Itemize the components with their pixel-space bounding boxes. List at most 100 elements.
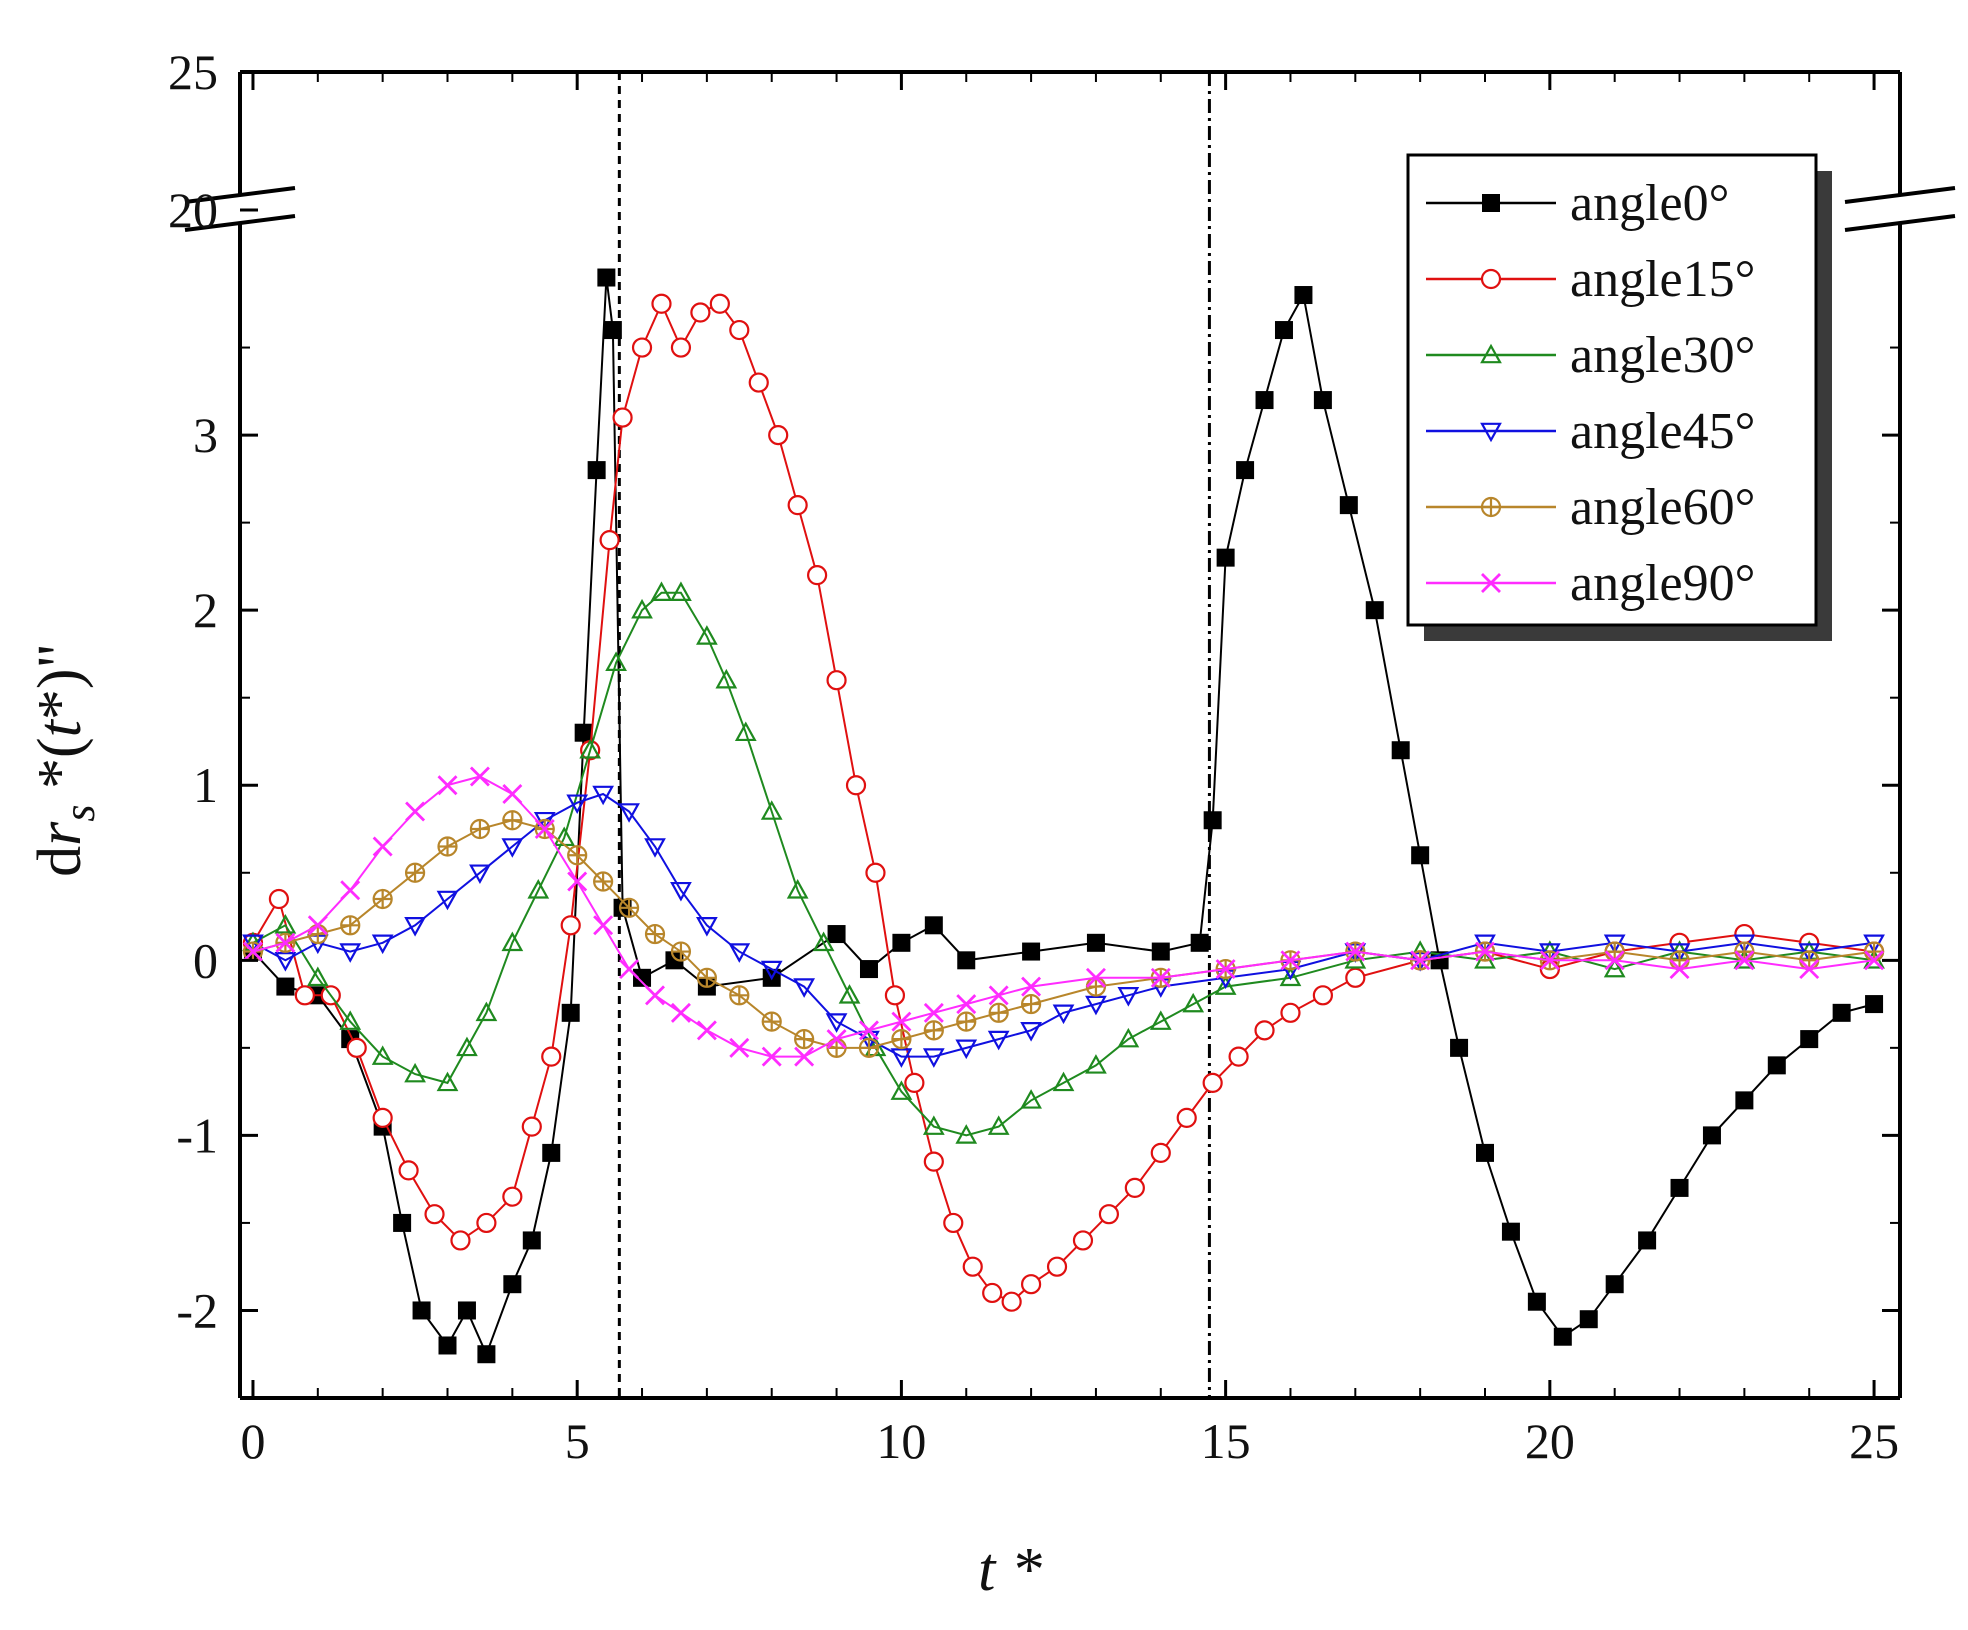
data-point bbox=[574, 723, 593, 742]
series-layer bbox=[242, 268, 1885, 1364]
data-point bbox=[599, 530, 620, 551]
data-point bbox=[838, 984, 861, 1004]
data-point bbox=[922, 1115, 945, 1135]
data-point bbox=[437, 836, 458, 857]
x-tick-label: 10 bbox=[876, 1413, 926, 1469]
data-point bbox=[962, 1256, 983, 1277]
data-point bbox=[690, 302, 711, 323]
data-point bbox=[955, 1039, 978, 1060]
data-point bbox=[631, 598, 653, 619]
data-point bbox=[1001, 1291, 1022, 1312]
data-point bbox=[904, 1072, 925, 1093]
data-point bbox=[1052, 1071, 1075, 1092]
legend-item: angle45° bbox=[1426, 403, 1755, 460]
data-point bbox=[955, 1124, 978, 1144]
data-point bbox=[1086, 933, 1105, 952]
legend-box bbox=[1406, 153, 1818, 627]
data-point bbox=[922, 1048, 945, 1068]
data-point bbox=[891, 1011, 912, 1032]
data-point bbox=[522, 1231, 541, 1250]
data-point bbox=[644, 838, 666, 858]
data-point bbox=[884, 985, 906, 1006]
data-point bbox=[339, 1010, 362, 1030]
data-point bbox=[826, 1029, 847, 1050]
data-point bbox=[476, 1212, 497, 1234]
reference-lines bbox=[617, 72, 1211, 1398]
data-point bbox=[1313, 391, 1332, 410]
data-point bbox=[715, 668, 738, 689]
data-point bbox=[1800, 1030, 1819, 1049]
data-point bbox=[670, 881, 692, 902]
data-point bbox=[372, 1107, 393, 1128]
data-point bbox=[1365, 601, 1384, 620]
data-point bbox=[987, 1030, 1010, 1051]
data-point bbox=[794, 1028, 815, 1050]
data-point bbox=[645, 985, 665, 1006]
data-point bbox=[1020, 1022, 1042, 1042]
data-point bbox=[1603, 957, 1626, 978]
data-point bbox=[398, 1160, 419, 1181]
data-point bbox=[957, 951, 976, 970]
data-point bbox=[650, 581, 673, 601]
data-point bbox=[457, 1301, 476, 1320]
y-tick-label: -2 bbox=[176, 1282, 218, 1338]
data-point bbox=[1124, 1177, 1145, 1199]
data-point bbox=[1527, 1292, 1546, 1311]
data-point bbox=[502, 1186, 523, 1207]
data-point bbox=[845, 775, 867, 796]
series-angle90° bbox=[242, 766, 1885, 1067]
data-point bbox=[1734, 950, 1755, 971]
axis-break-mark bbox=[184, 186, 296, 204]
data-point bbox=[760, 800, 783, 820]
data-point bbox=[786, 879, 809, 899]
data-point bbox=[631, 337, 653, 358]
x-tick-label: 20 bbox=[1525, 1413, 1575, 1469]
data-point bbox=[734, 721, 757, 742]
data-point bbox=[1669, 950, 1690, 971]
data-point bbox=[760, 960, 783, 981]
data-point bbox=[1294, 286, 1313, 305]
data-point bbox=[405, 801, 426, 822]
data-point bbox=[923, 1020, 944, 1041]
data-point bbox=[542, 1143, 561, 1162]
data-point bbox=[605, 651, 627, 671]
data-point bbox=[618, 803, 640, 823]
data-point bbox=[1149, 1010, 1172, 1030]
legend-label: angle30° bbox=[1570, 327, 1755, 384]
data-point bbox=[306, 966, 329, 987]
data-point bbox=[956, 1011, 977, 1032]
data-point bbox=[1669, 959, 1690, 980]
data-point bbox=[943, 1212, 964, 1234]
data-point bbox=[1274, 321, 1293, 340]
series-line bbox=[252, 301, 1875, 1303]
data-point bbox=[651, 293, 672, 314]
data-point bbox=[404, 862, 426, 883]
data-point bbox=[561, 1003, 580, 1022]
data-point bbox=[1638, 1231, 1657, 1250]
data-point bbox=[346, 1037, 367, 1058]
data-point bbox=[527, 879, 550, 899]
legend-item: angle90° bbox=[1426, 555, 1755, 612]
data-point bbox=[1799, 950, 1820, 971]
data-point bbox=[1236, 461, 1255, 480]
data-point bbox=[307, 915, 328, 936]
data-point bbox=[696, 625, 718, 645]
data-point bbox=[1539, 950, 1560, 971]
data-point bbox=[1832, 1003, 1851, 1022]
data-point bbox=[1501, 1222, 1520, 1241]
axis-break-mark bbox=[1844, 186, 1956, 204]
data-point bbox=[371, 1045, 394, 1065]
data-point bbox=[812, 931, 835, 952]
data-point bbox=[1476, 1143, 1494, 1162]
y-tick-label: 1 bbox=[193, 757, 218, 813]
data-point bbox=[339, 943, 362, 963]
data-point bbox=[587, 461, 606, 480]
data-point bbox=[1117, 1027, 1140, 1048]
data-point bbox=[456, 1036, 478, 1057]
data-point bbox=[1216, 548, 1235, 567]
data-point bbox=[1450, 1038, 1469, 1057]
legend-swatch-marker bbox=[1480, 422, 1502, 443]
data-point bbox=[593, 871, 614, 892]
data-point bbox=[534, 819, 555, 839]
series-line bbox=[252, 775, 1875, 1058]
